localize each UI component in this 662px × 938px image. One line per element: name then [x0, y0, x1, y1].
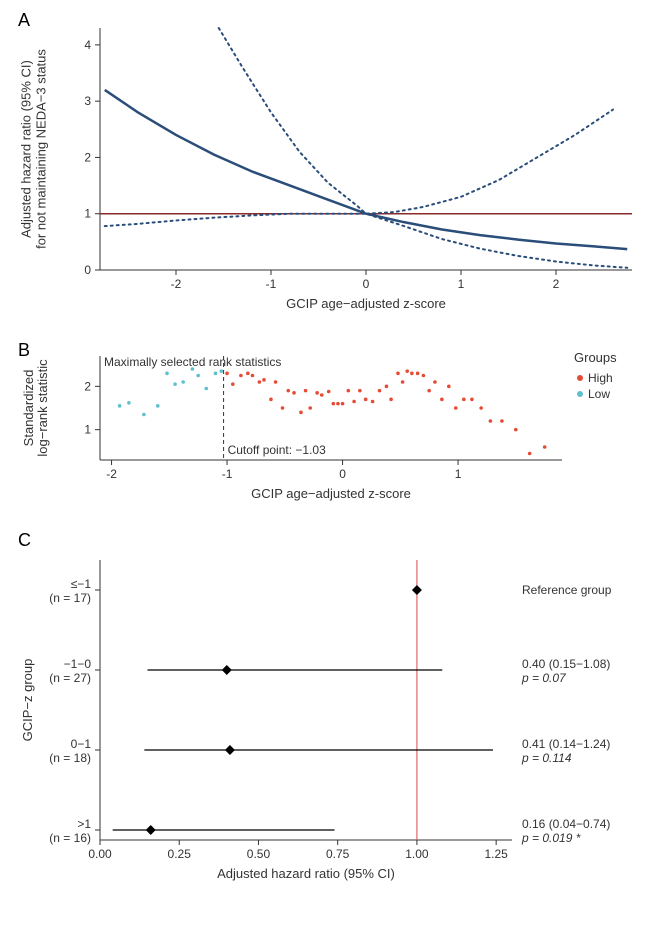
svg-text:4: 4	[84, 38, 91, 52]
svg-text:0.75: 0.75	[326, 847, 350, 861]
svg-text:1.00: 1.00	[405, 847, 429, 861]
svg-text:0: 0	[363, 277, 370, 291]
svg-text:0.41 (0.14−1.24): 0.41 (0.14−1.24)	[522, 737, 610, 751]
svg-text:−1−0: −1−0	[64, 657, 92, 671]
svg-text:1: 1	[455, 467, 462, 481]
svg-text:≤−1: ≤−1	[71, 577, 92, 591]
svg-text:p = 0.07: p = 0.07	[521, 671, 567, 685]
svg-text:0: 0	[84, 263, 91, 277]
svg-text:GCIP−z group: GCIP−z group	[20, 659, 35, 742]
svg-text:0.16 (0.04−0.74): 0.16 (0.04−0.74)	[522, 817, 610, 831]
panel-b: B -2 -1 0 1 1 2 Cutoff point: −1.03 Maximally s…	[10, 340, 652, 510]
svg-text:Reference group: Reference group	[522, 583, 612, 597]
svg-text:p = 0.114: p = 0.114	[521, 751, 572, 765]
svg-text:Adjusted hazard ratio (95% CI): Adjusted hazard ratio (95% CI)	[217, 866, 395, 881]
svg-text:-1: -1	[266, 277, 277, 291]
panel-b-label: B	[18, 340, 30, 361]
svg-text:log−rank statistic: log−rank statistic	[35, 359, 50, 457]
svg-text:0.00: 0.00	[88, 847, 112, 861]
svg-text:0.50: 0.50	[247, 847, 271, 861]
panel-c-label: C	[18, 530, 31, 551]
svg-text:for not maintaining NEDA−3 sta: for not maintaining NEDA−3 status	[34, 49, 49, 249]
svg-text:Low: Low	[588, 387, 610, 401]
svg-text:Groups: Groups	[574, 350, 617, 365]
svg-text:0.25: 0.25	[168, 847, 192, 861]
svg-text:3: 3	[84, 94, 91, 108]
svg-text:(n = 18): (n = 18)	[49, 751, 91, 765]
svg-text:0: 0	[339, 467, 346, 481]
svg-text:1.25: 1.25	[484, 847, 508, 861]
svg-text:2: 2	[84, 150, 91, 164]
svg-text:2: 2	[84, 379, 91, 393]
svg-text:Adjusted hazard ratio (95% CI): Adjusted hazard ratio (95% CI)	[19, 60, 34, 238]
svg-text:0−1: 0−1	[71, 737, 92, 751]
panel-a-label: A	[18, 10, 30, 31]
svg-text:2: 2	[553, 277, 560, 291]
svg-text:GCIP age−adjusted z-score: GCIP age−adjusted z-score	[286, 296, 446, 311]
svg-text:High: High	[588, 371, 613, 385]
panel-a: A -2 -1 0 1 2 0 1 2 3 4 GCIP age−adjusted z-score A…	[10, 10, 652, 320]
svg-text:1: 1	[84, 207, 91, 221]
hazard-ratio-chart: -2 -1 0 1 2 0 1 2 3 4 GCIP age−adjusted z-score Adj…	[10, 10, 652, 320]
svg-text:-2: -2	[106, 467, 117, 481]
svg-text:(n = 16): (n = 16)	[49, 831, 91, 845]
svg-text:Maximally selected rank statis: Maximally selected rank statistics	[104, 355, 281, 369]
forest-plot: 0.00 0.25 0.50 0.75 1.00 1.25 ≤−1(n = 17) Refer…	[10, 530, 652, 890]
svg-text:0.40 (0.15−1.08): 0.40 (0.15−1.08)	[522, 657, 610, 671]
svg-text:>1: >1	[77, 817, 91, 831]
svg-text:Cutoff point: −1.03: Cutoff point: −1.03	[228, 443, 327, 457]
svg-text:Standardized: Standardized	[21, 370, 36, 447]
svg-text:GCIP age−adjusted z-score: GCIP age−adjusted z-score	[251, 486, 411, 501]
svg-text:-1: -1	[222, 467, 233, 481]
rank-statistics-chart: -2 -1 0 1 1 2 Cutoff point: −1.03 Maximally sel…	[10, 340, 652, 510]
svg-text:1: 1	[84, 423, 91, 437]
svg-text:(n = 27): (n = 27)	[49, 671, 91, 685]
svg-text:-2: -2	[171, 277, 182, 291]
svg-text:p = 0.019 *: p = 0.019 *	[521, 831, 581, 845]
panel-c: C 0.00 0.25 0.50 0.75 1.00 1.25 ≤−1(n = 17) Ref…	[10, 530, 652, 890]
svg-text:(n = 17): (n = 17)	[49, 591, 91, 605]
svg-text:1: 1	[458, 277, 465, 291]
